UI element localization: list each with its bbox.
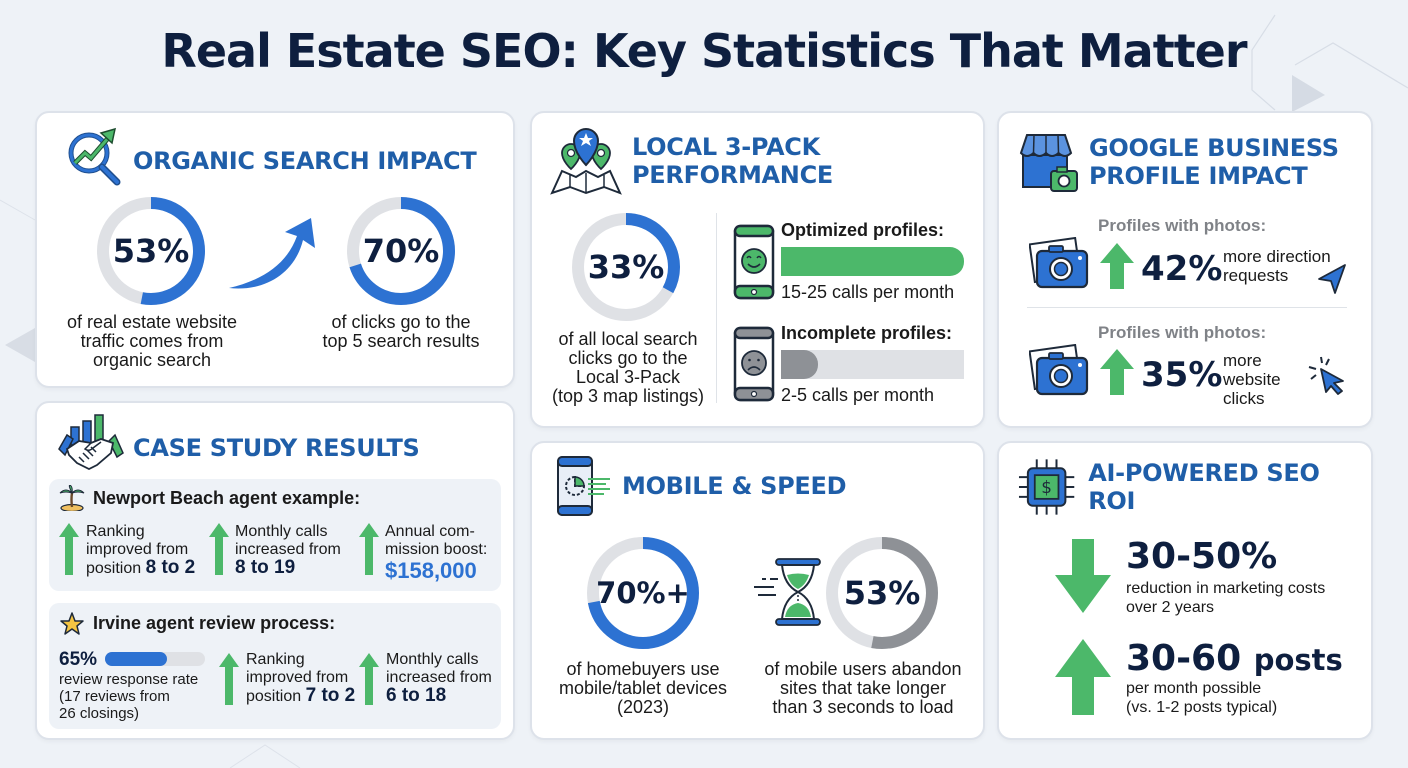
happy-phone-icon [733,224,775,300]
card-case-study: CASE STUDY RESULTS Newport Beach agent e… [35,401,515,740]
row-heading: Profiles with photos: [1098,216,1267,235]
donut-chart [587,537,699,649]
optimized-label: Optimized profiles: [781,220,945,240]
donut-mobile-abandon: 53% [824,535,940,651]
card-title: LOCAL 3-PACK PERFORMANCE [632,133,833,189]
example-heading: Irvine agent review process: [93,613,336,633]
card-local-3pack: LOCAL 3-PACK PERFORMANCE 33% of all loca… [530,111,985,428]
incomplete-bar [781,350,964,379]
star-icon [60,612,84,635]
donut-local-clicks: 33% [570,211,682,323]
stat-desc: per month possible (vs. 1-2 posts typica… [1126,680,1278,716]
photo-camera-icon [1029,344,1089,396]
stat-value: 42% [1141,249,1223,289]
card-title: AI-POWERED SEO ROI [1088,459,1320,515]
arrow-up-icon [1055,639,1111,715]
curved-arrow-icon [229,218,315,289]
incomplete-detail: 2-5 calls per month [781,385,935,405]
donut-chart [572,213,680,321]
card-organic-search: ORGANIC SEARCH IMPACT 53% of real estate… [35,111,515,388]
photo-camera-icon [1029,237,1089,289]
stat-desc: reduction in marketing costs over 2 year… [1126,580,1326,616]
arrow-up-icon [209,523,229,575]
handshake-chart-icon [58,414,124,471]
map-pins-icon [550,128,622,195]
arrow-down-icon [1055,539,1111,613]
phone-speed-icon [557,456,610,516]
response-rate-value: 65% [59,649,98,670]
stat-caption: of clicks go to the top 5 search results [322,312,480,351]
click-cursor-icon [1308,356,1344,395]
metric-commission: Annual com- mission boost: $158,000 [385,523,488,583]
incomplete-bar-fill [781,350,818,379]
card-mobile-speed: MOBILE & SPEED 70%+ of homebuyers use mo… [530,441,985,740]
card-ai-seo-roi: $ AI-POWERED SEO ROI 30-50% reduction in… [997,441,1373,740]
stat-value: 53% [843,574,921,612]
donut-organic-traffic: 53% [95,195,207,307]
newport-beach-example: Newport Beach agent example: Ranking imp… [49,479,501,591]
card-google-business: GOOGLE BUSINESS PROFILE IMPACT Profiles … [997,111,1373,428]
optimized-detail: 15-25 calls per month [781,282,955,302]
palm-tree-icon [59,485,85,511]
donut-mobile-usage: 70%+ [585,535,701,651]
stat-caption: of all local search clicks go to the Loc… [551,329,705,406]
divider [1027,307,1347,308]
example-heading: Newport Beach agent example: [93,488,361,508]
irvine-review-process: Irvine agent review process: 65% review … [49,603,501,729]
donut-chart [347,197,455,305]
optimized-bar [781,247,964,276]
navigation-arrow-icon [1318,264,1346,294]
stat-value: 53% [112,232,190,270]
stat-value: 30-50% [1126,536,1278,577]
incomplete-label: Incomplete profiles: [781,323,953,343]
donut-chart [826,537,938,649]
stat-value: 30-60 posts [1126,638,1343,679]
stat-value: 70%+ [596,576,690,610]
arrow-up-icon [1100,349,1134,395]
arrow-up-icon [219,653,239,705]
card-title: GOOGLE BUSINESS PROFILE IMPACT [1089,134,1339,190]
arrow-up-icon [59,523,79,575]
arrow-up-icon [359,653,379,705]
optimized-bar-fill [781,247,964,276]
metric-monthly-calls: Monthly calls increased from 8 to 19 [235,523,341,578]
stat-caption: of homebuyers use mobile/tablet devices … [558,659,728,717]
row-heading: Profiles with photos: [1098,323,1267,342]
page-title: Real Estate SEO: Key Statistics That Mat… [161,24,1247,78]
donut-top5-clicks: 70% [345,195,457,307]
magnifier-trend-icon [68,127,121,186]
stat-value: 35% [1141,355,1223,395]
metric-ranking: Ranking improved from position 8 to 2 [86,523,196,578]
card-title: ORGANIC SEARCH IMPACT [133,147,477,175]
stat-caption: of mobile users abandon sites that take … [764,659,962,717]
arrow-up-icon [1100,243,1134,289]
stat-desc: more direction requests [1223,247,1331,285]
hourglass-icon [754,558,821,626]
stat-caption: of real estate website traffic comes fro… [66,312,238,370]
sad-phone-icon [733,326,775,402]
stat-desc: more website clicks [1223,351,1281,408]
response-rate-bar-fill [105,652,167,666]
stat-value: 70% [362,232,440,270]
donut-chart [97,197,205,305]
storefront-camera-icon [1019,134,1078,192]
chip-dollar-icon: $ [1018,459,1075,515]
card-title: MOBILE & SPEED [622,472,847,500]
response-rate-desc: review response rate (17 reviews from 26… [59,671,199,722]
metric-ranking: Ranking improved from position 7 to 2 [246,651,356,706]
metric-monthly-calls: Monthly calls increased from 6 to 18 [386,651,492,706]
divider [716,213,717,403]
stat-value: 33% [587,248,665,286]
svg-text:$: $ [1041,477,1052,497]
arrow-up-icon [359,523,379,575]
card-title: CASE STUDY RESULTS [133,434,420,462]
response-rate-bar [105,652,205,666]
